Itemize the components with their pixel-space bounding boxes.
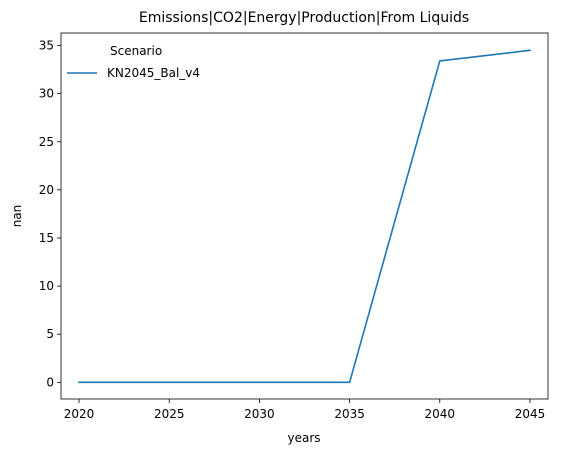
series-layer	[78, 49, 531, 384]
legend: Scenario KN2045_Bal_v4	[67, 44, 200, 80]
x-tick-label: 2045	[515, 407, 546, 421]
chart-title: Emissions|CO2|Energy|Production|From Liq…	[139, 10, 469, 26]
x-tick-label: 2040	[425, 407, 456, 421]
legend-title: Scenario	[110, 44, 162, 58]
x-tick-label: 2020	[64, 407, 95, 421]
y-tick-label: 15	[39, 231, 54, 245]
y-tick-label: 35	[39, 39, 54, 53]
x-tick-label: 2030	[244, 407, 275, 421]
y-axis-label: nan	[10, 205, 24, 228]
x-axis-ticks: 2020 2025 2030 2035 2040 2045	[64, 399, 545, 421]
y-tick-label: 30	[39, 87, 54, 101]
x-tick-label: 2025	[154, 407, 185, 421]
plot-frame	[60, 32, 549, 400]
y-tick-label: 0	[46, 375, 54, 389]
plot-area	[60, 32, 549, 400]
y-tick-label: 5	[46, 327, 54, 341]
y-tick-label: 25	[39, 135, 54, 149]
legend-entry-label: KN2045_Bal_v4	[107, 66, 200, 80]
y-axis-ticks: 0 5 10 15 20 25 30 35	[39, 39, 61, 389]
series-line	[78, 49, 531, 384]
x-axis-label: years	[287, 431, 320, 445]
y-tick-label: 10	[39, 279, 54, 293]
x-tick-label: 2035	[334, 407, 365, 421]
y-tick-label: 20	[39, 183, 54, 197]
